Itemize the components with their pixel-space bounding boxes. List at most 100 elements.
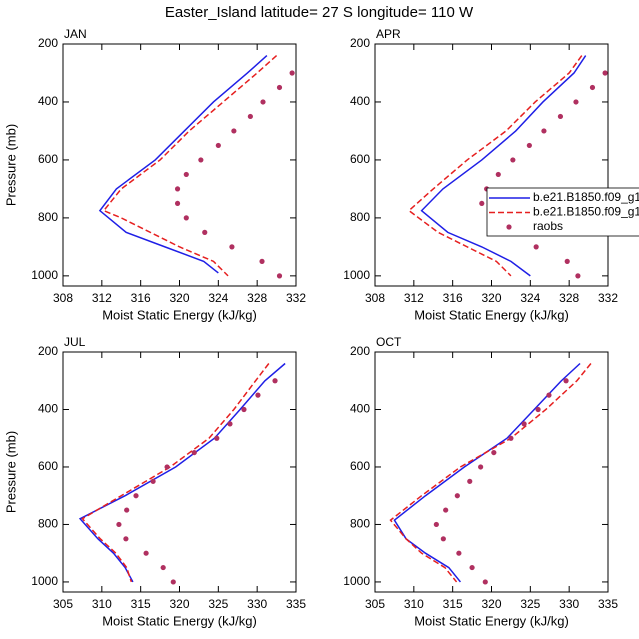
data-point <box>183 171 189 178</box>
series-line <box>393 362 581 583</box>
y-tick-label: 200 <box>38 36 58 50</box>
data-point <box>564 258 570 264</box>
data-point <box>202 229 208 235</box>
series-line <box>420 55 587 277</box>
y-tick-label: 600 <box>38 459 58 473</box>
data-point <box>454 493 460 499</box>
panel-title: APR <box>376 27 401 41</box>
x-axis-label: Moist Static Energy (kJ/kg) <box>102 307 257 322</box>
x-tick-label: 305 <box>53 597 73 611</box>
data-point <box>541 128 547 134</box>
y-tick-label: 1000 <box>343 574 370 588</box>
y-tick-label: 1000 <box>343 268 370 282</box>
y-tick-label: 400 <box>350 402 370 416</box>
data-point <box>183 215 189 221</box>
x-tick-label: 328 <box>559 291 579 305</box>
data-point <box>482 579 488 585</box>
data-point <box>563 378 569 384</box>
data-point <box>191 449 197 456</box>
data-point <box>289 70 295 76</box>
y-tick-label: 200 <box>350 344 370 358</box>
x-tick-label: 305 <box>365 597 385 611</box>
data-point <box>272 378 278 384</box>
data-point <box>229 244 235 250</box>
data-point <box>546 392 552 398</box>
panel-title: OCT <box>376 335 402 349</box>
data-point <box>510 157 516 163</box>
y-tick-label: 400 <box>350 94 370 108</box>
data-point <box>143 550 149 556</box>
x-tick-label: 308 <box>365 291 385 305</box>
data-point <box>589 84 596 91</box>
data-point <box>508 435 514 441</box>
data-point <box>215 142 221 149</box>
x-tick-label: 310 <box>404 597 424 611</box>
y-tick-label: 200 <box>38 344 58 358</box>
data-point <box>174 200 181 207</box>
y-tick-label: 600 <box>350 459 370 473</box>
data-point <box>259 258 265 264</box>
data-point <box>255 392 261 398</box>
legend-label: b.e21.B1850.f09_g17 <box>533 190 639 204</box>
series-line <box>98 55 268 274</box>
plot-frame <box>374 43 609 287</box>
data-point <box>495 171 501 178</box>
y-tick-label: 600 <box>350 152 370 166</box>
series-line <box>102 55 278 277</box>
data-point <box>276 273 283 279</box>
data-point <box>123 536 129 542</box>
legend-label: b.e21.B1850.f09_g17 <box>533 205 639 219</box>
data-point <box>247 113 253 120</box>
data-point <box>535 406 541 413</box>
data-point <box>227 421 233 427</box>
x-tick-label: 332 <box>598 291 618 305</box>
data-point <box>260 99 266 105</box>
y-axis-label: Pressure (mb) <box>3 431 18 513</box>
x-tick-label: 330 <box>559 597 579 611</box>
x-tick-label: 324 <box>208 291 228 305</box>
panel-title: JUL <box>64 335 86 349</box>
data-point <box>116 521 122 528</box>
y-tick-label: 400 <box>38 94 58 108</box>
x-tick-label: 316 <box>443 291 463 305</box>
data-point <box>124 507 130 513</box>
data-point <box>526 142 532 149</box>
y-tick-label: 800 <box>38 210 58 224</box>
data-point <box>133 493 139 499</box>
x-tick-label: 325 <box>208 597 228 611</box>
y-axis-label: Pressure (mb) <box>3 124 18 206</box>
x-tick-label: 315 <box>131 597 151 611</box>
y-tick-label: 800 <box>350 517 370 531</box>
data-point <box>160 564 166 571</box>
series-line <box>389 363 592 583</box>
x-tick-label: 320 <box>169 291 189 305</box>
x-tick-label: 335 <box>598 597 618 611</box>
series-line <box>407 55 583 277</box>
x-tick-label: 315 <box>443 597 463 611</box>
y-tick-label: 1000 <box>31 574 58 588</box>
data-point <box>443 507 449 513</box>
data-point <box>456 550 462 556</box>
y-tick-label: 400 <box>38 402 58 416</box>
y-tick-label: 200 <box>350 36 370 50</box>
data-point <box>479 200 485 207</box>
data-point <box>433 521 439 528</box>
x-tick-label: 324 <box>520 291 540 305</box>
x-tick-label: 316 <box>131 291 151 305</box>
x-tick-label: 320 <box>169 597 189 611</box>
data-point <box>573 99 579 105</box>
data-point <box>276 84 283 91</box>
x-axis-label: Moist Static Energy (kJ/kg) <box>414 613 569 628</box>
data-point <box>469 564 475 571</box>
data-point <box>467 478 473 484</box>
series-line <box>81 363 270 583</box>
data-point <box>214 435 220 441</box>
data-point <box>533 244 539 250</box>
series-line <box>78 362 286 583</box>
data-point <box>231 128 237 134</box>
data-point <box>150 478 156 484</box>
x-tick-label: 310 <box>92 597 112 611</box>
x-tick-label: 332 <box>286 291 306 305</box>
figure-title: Easter_Island latitude= 27 S longitude= … <box>165 4 474 21</box>
